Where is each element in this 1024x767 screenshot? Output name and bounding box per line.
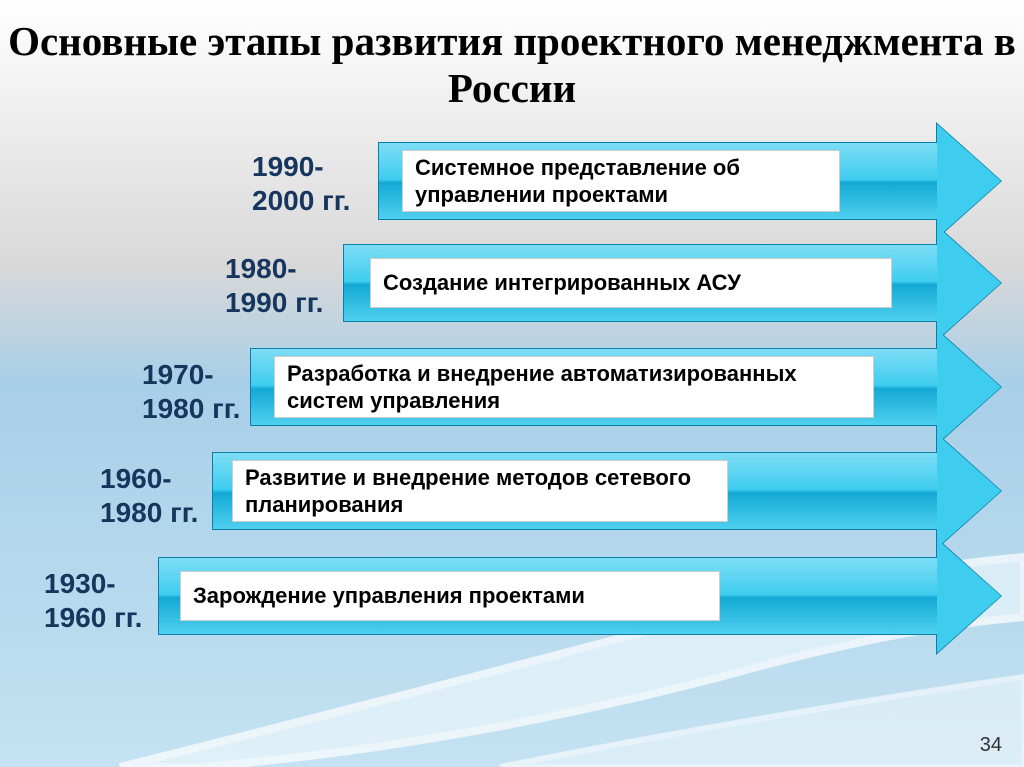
- slide-title: Основные этапы развития проектного менед…: [0, 18, 1024, 112]
- stage-year-4: 1930-1960 гг.: [44, 567, 142, 634]
- stage-arrow-head-4: [937, 539, 1001, 653]
- stage-arrow-head-1: [937, 226, 1001, 340]
- stage-arrow-head-3: [937, 434, 1001, 548]
- stage-desc-2: Разработка и внедрение автоматизированны…: [274, 356, 874, 418]
- stage-desc-3: Развитие и внедрение методов сетевого пл…: [232, 460, 728, 522]
- slide-number: 34: [980, 734, 1002, 757]
- stage-year-0: 1990-2000 гг.: [252, 150, 350, 217]
- stage-arrow-head-0: [937, 124, 1001, 238]
- stage-desc-4: Зарождение управления проектами: [180, 571, 720, 621]
- stage-desc-1: Создание интегрированных АСУ: [370, 258, 892, 308]
- stage-year-3: 1960-1980 гг.: [100, 462, 198, 529]
- stage-year-1: 1980-1990 гг.: [225, 252, 323, 319]
- stage-arrow-head-2: [937, 330, 1001, 444]
- stage-year-2: 1970-1980 гг.: [142, 358, 240, 425]
- stage-desc-0: Системное представление об управлении пр…: [402, 150, 840, 212]
